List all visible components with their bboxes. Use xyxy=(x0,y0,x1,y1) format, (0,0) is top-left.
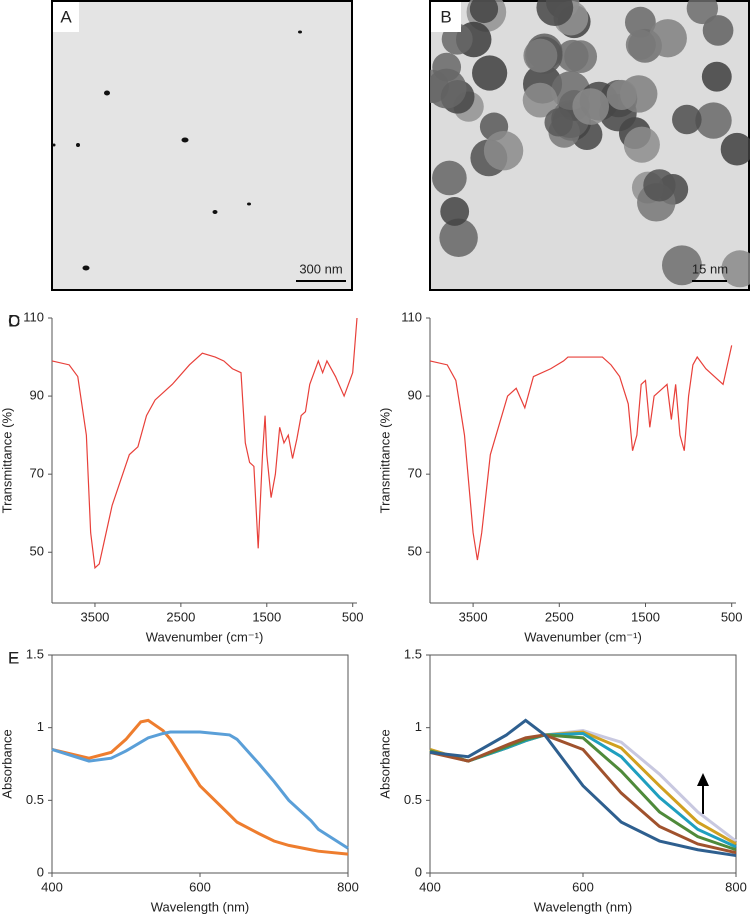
x-tick-label: 2500 xyxy=(545,609,574,624)
line-series xyxy=(51,317,358,570)
y-axis-label: Absorbance xyxy=(377,729,392,798)
x-tick-label: 1500 xyxy=(252,609,281,624)
panel-label: E xyxy=(8,648,19,667)
y-tick-label: 0.5 xyxy=(26,792,44,807)
y-tick-label: 70 xyxy=(408,466,422,481)
x-tick-label: 500 xyxy=(342,609,364,624)
x-tick-label: 800 xyxy=(337,879,359,894)
scale-bar-label: 15 nm xyxy=(692,261,728,276)
y-tick-label: 1 xyxy=(415,719,422,734)
x-axis-label: Wavelength (nm) xyxy=(534,899,633,914)
line-series xyxy=(429,733,737,855)
x-tick-label: 800 xyxy=(725,879,747,894)
x-tick-label: 3500 xyxy=(80,609,109,624)
y-tick-label: 90 xyxy=(408,388,422,403)
panel-label: B xyxy=(440,7,451,26)
y-tick-label: 90 xyxy=(30,388,44,403)
x-tick-label: 500 xyxy=(721,609,743,624)
x-axis-label: Wavenumber (cm⁻¹) xyxy=(524,629,642,644)
y-axis-label: Transmittance (%) xyxy=(377,408,392,514)
y-tick-label: 1.5 xyxy=(26,646,44,661)
y-tick-label: 1.5 xyxy=(404,646,422,661)
x-tick-label: 600 xyxy=(572,879,594,894)
y-tick-label: 1 xyxy=(37,719,44,734)
trend-arrow xyxy=(697,773,709,814)
y-tick-label: 110 xyxy=(401,309,422,324)
y-axis-label: Absorbance xyxy=(0,729,14,798)
y-tick-label: 50 xyxy=(30,544,44,559)
panel-label: F xyxy=(8,648,18,667)
y-axis-label: Transmittance (%) xyxy=(0,408,14,514)
y-tick-label: 0.5 xyxy=(404,792,422,807)
x-axis-label: Wavelength (nm) xyxy=(151,899,250,914)
line-series xyxy=(51,718,349,856)
x-tick-label: 400 xyxy=(41,879,63,894)
plot-frame xyxy=(51,654,349,874)
scale-bar-label: 300 nm xyxy=(299,261,342,276)
y-tick-label: 0 xyxy=(415,864,422,879)
panel-label: D xyxy=(8,311,20,330)
line-series xyxy=(51,730,349,850)
panel-label: A xyxy=(60,7,72,26)
panel-label: C xyxy=(8,311,20,330)
tem-image-b xyxy=(429,0,750,291)
x-tick-label: 400 xyxy=(419,879,441,894)
y-tick-label: 110 xyxy=(23,309,44,324)
x-tick-label: 1500 xyxy=(631,609,660,624)
x-tick-label: 600 xyxy=(189,879,211,894)
y-tick-label: 0 xyxy=(37,864,44,879)
x-tick-label: 3500 xyxy=(459,609,488,624)
x-axis-label: Wavenumber (cm⁻¹) xyxy=(146,629,264,644)
y-tick-label: 50 xyxy=(408,544,422,559)
line-series xyxy=(429,718,737,858)
x-tick-label: 2500 xyxy=(166,609,195,624)
tem-image-a xyxy=(51,0,353,291)
y-tick-label: 70 xyxy=(30,466,44,481)
line-series xyxy=(429,345,733,561)
